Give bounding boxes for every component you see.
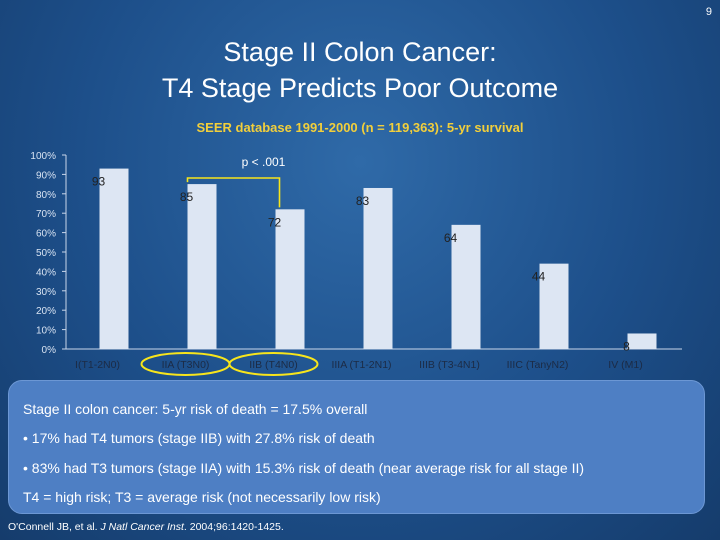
x-tick-label: IIIB (T3-4N1) — [419, 359, 480, 371]
bar-5 — [451, 224, 481, 349]
slide-title: Stage II Colon Cancer: T4 Stage Predicts… — [0, 34, 720, 106]
y-tick-label: 50% — [36, 248, 56, 259]
x-tick-label: I(T1-2N0) — [75, 359, 120, 371]
x-tick-label: IV (M1) — [608, 359, 642, 371]
citation-authors: O'Connell JB, et al. — [8, 521, 101, 533]
x-tick-label: IIIA (T1-2N1) — [331, 359, 391, 371]
info-bullet-2: • 83% had T3 tumors (stage IIA) with 15.… — [23, 460, 585, 476]
citation-journal: J Natl Cancer Inst — [100, 521, 184, 533]
bar-value-label: 8 — [623, 339, 630, 353]
bar-6 — [539, 263, 569, 349]
x-tick-label: IIB (T4N0) — [249, 359, 297, 371]
bar-value-label: 83 — [356, 194, 370, 208]
bar-1 — [99, 168, 129, 349]
y-tick-label: 30% — [36, 287, 56, 298]
p-value-annotation: p < .001 — [242, 155, 286, 169]
y-tick-label: 20% — [36, 306, 56, 317]
chart-subtitle: SEER database 1991-2000 (n = 119,363): 5… — [196, 120, 524, 135]
significance-bracket — [186, 177, 281, 208]
info-line-1: Stage II colon cancer: 5-yr risk of deat… — [23, 401, 368, 417]
y-tick-label: 60% — [36, 229, 56, 240]
y-tick-label: 40% — [36, 267, 56, 278]
bar-value-label: 72 — [268, 215, 282, 229]
bar-2 — [187, 184, 217, 349]
bar-value-label: 85 — [180, 190, 194, 204]
title-line-1: Stage II Colon Cancer: — [223, 37, 497, 67]
y-tick-label: 80% — [36, 190, 56, 201]
bar-value-label: 44 — [532, 270, 546, 284]
citation-details: . 2004;96:1420-1425. — [183, 521, 284, 533]
info-line-2: T4 = high risk; T3 = average risk (not n… — [23, 489, 381, 505]
bar-value-label: 93 — [92, 175, 106, 189]
citation: O'Connell JB, et al. J Natl Cancer Inst.… — [8, 521, 284, 533]
y-tick-label: 0% — [42, 345, 57, 356]
info-bullet-1: • 17% had T4 tumors (stage IIB) with 27.… — [23, 430, 375, 446]
x-tick-label: IIA (T3N0) — [162, 359, 210, 371]
bar-value-label: 64 — [444, 231, 458, 245]
y-tick-label: 90% — [36, 170, 56, 181]
survival-bar-chart: 0% 10% 20% 30% 40% 50% 60% 70% 80% 90% 100% 93 I(T1-… — [30, 151, 682, 376]
y-tick-label: 100% — [30, 151, 56, 162]
page-number: 9 — [705, 6, 712, 18]
highlight-ellipse — [228, 352, 319, 376]
y-tick-label: 70% — [36, 209, 56, 220]
y-tick-label: 10% — [36, 326, 56, 337]
title-line-2: T4 Stage Predicts Poor Outcome — [161, 73, 559, 103]
bar-3 — [275, 209, 305, 349]
bar-7 — [627, 333, 657, 349]
x-tick-label: IIIC (TanyN2) — [507, 359, 569, 371]
bar-4 — [363, 187, 393, 349]
info-box: Stage II colon cancer: 5-yr risk of deat… — [8, 380, 705, 514]
